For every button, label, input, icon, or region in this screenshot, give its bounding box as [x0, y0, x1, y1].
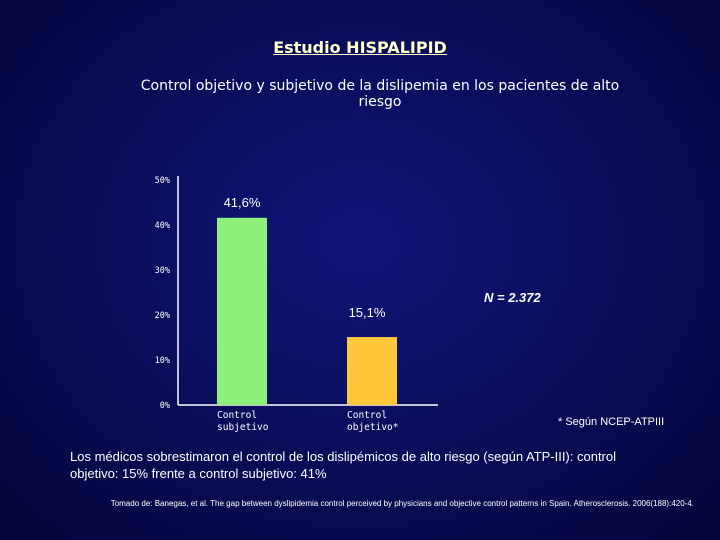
x-category-label: Control subjetivo	[217, 410, 269, 433]
bar	[347, 337, 397, 405]
conclusion-text: Los médicos sobrestimaron el control de …	[70, 449, 617, 481]
footnote: * Según NCEP-ATPIII	[558, 416, 665, 428]
y-tick-label: 10%	[155, 356, 170, 366]
y-tick-label: 50%	[155, 176, 170, 186]
source-citation: Tomado de: Banegas, et al. The gap betwe…	[110, 499, 694, 508]
y-tick-label: 20%	[155, 311, 170, 321]
slide-title: Estudio HISPALIPID	[273, 38, 447, 57]
y-tick-label: 30%	[155, 266, 170, 276]
y-tick-label: 0%	[160, 401, 170, 411]
sample-size-annotation: N = 2.372	[484, 290, 541, 305]
bar-value-label: 15,1%	[349, 305, 386, 320]
x-category-label: Control objetivo*	[347, 410, 398, 433]
bar-value-label: 41,6%	[224, 195, 261, 210]
slide-subtitle: Control objetivo y subjetivo de la disli…	[140, 78, 620, 110]
bar	[217, 217, 267, 405]
y-tick-label: 40%	[155, 221, 170, 231]
